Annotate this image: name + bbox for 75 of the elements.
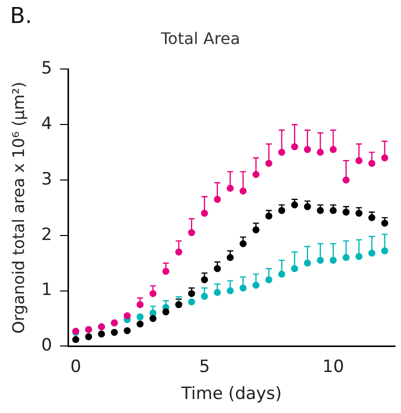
point xyxy=(330,256,337,264)
x-axis-title: Time (days) xyxy=(180,384,282,404)
point xyxy=(342,208,350,216)
point xyxy=(188,229,196,236)
point xyxy=(162,308,170,316)
chart-title: Total Area xyxy=(160,28,240,48)
point xyxy=(98,330,105,338)
point xyxy=(265,212,272,220)
point xyxy=(291,201,298,208)
point xyxy=(252,170,260,178)
point xyxy=(381,247,388,254)
point xyxy=(162,268,170,275)
y-tick-label: 3 xyxy=(41,169,52,190)
y-tick-label: 4 xyxy=(41,114,52,134)
point xyxy=(278,270,286,278)
point xyxy=(330,146,337,154)
point xyxy=(124,327,131,334)
point xyxy=(240,188,247,195)
point xyxy=(240,240,247,248)
point xyxy=(342,254,350,262)
point xyxy=(316,256,324,264)
point xyxy=(226,287,234,294)
point xyxy=(200,276,208,284)
point xyxy=(291,265,298,272)
point xyxy=(342,176,350,184)
point xyxy=(136,301,144,308)
point xyxy=(252,282,260,289)
point xyxy=(355,252,362,260)
y-tick-label: 5 xyxy=(41,58,52,79)
point xyxy=(355,157,362,164)
point xyxy=(381,220,388,227)
point xyxy=(278,206,286,214)
point xyxy=(316,206,324,214)
y-tick-label: 2 xyxy=(41,224,52,245)
point xyxy=(265,276,272,284)
point xyxy=(316,148,324,156)
point xyxy=(265,160,272,167)
point xyxy=(214,288,221,296)
point xyxy=(304,260,311,267)
point xyxy=(226,184,234,192)
y-axis-title: Organoid total area x 10⁶ (µm²) xyxy=(8,82,28,334)
x-tick-label: 5 xyxy=(199,356,210,377)
point xyxy=(355,210,362,217)
point xyxy=(136,313,144,320)
point xyxy=(200,210,208,217)
point xyxy=(200,292,208,300)
point xyxy=(188,298,196,306)
point xyxy=(278,148,286,156)
point xyxy=(149,315,156,322)
point xyxy=(368,214,376,222)
point xyxy=(214,196,221,203)
point xyxy=(304,203,311,210)
point xyxy=(214,265,221,272)
x-tick-label: 10 xyxy=(322,356,344,377)
point xyxy=(304,146,311,154)
point xyxy=(188,290,196,298)
point xyxy=(85,333,92,340)
point xyxy=(175,248,182,256)
point xyxy=(368,160,376,167)
point xyxy=(226,254,234,262)
y-tick-label: 0 xyxy=(41,336,52,356)
point xyxy=(110,328,118,336)
point xyxy=(330,206,337,214)
point xyxy=(149,290,156,298)
text: B. xyxy=(10,4,32,29)
point xyxy=(240,284,247,292)
point xyxy=(291,143,298,150)
point xyxy=(252,226,260,234)
point xyxy=(124,312,131,320)
point xyxy=(136,320,144,328)
point xyxy=(72,336,80,344)
point xyxy=(368,250,376,257)
y-tick-label: 1 xyxy=(41,280,52,300)
point xyxy=(381,154,388,162)
x-tick-label: 0 xyxy=(70,356,82,377)
